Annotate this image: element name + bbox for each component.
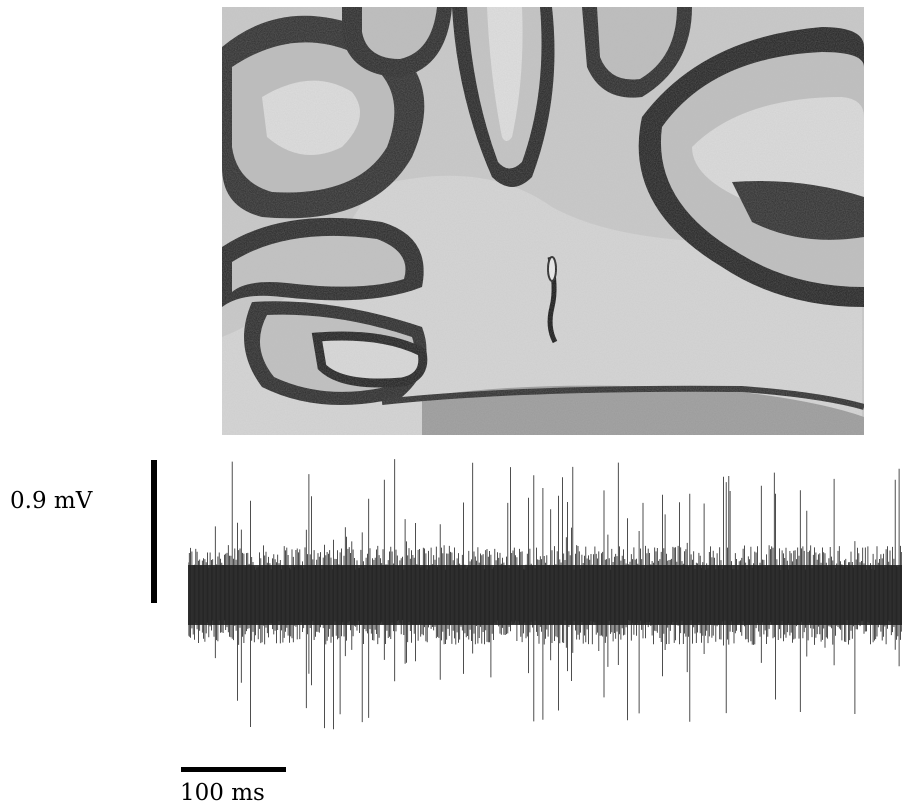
neural-recording-trace bbox=[188, 459, 902, 730]
time-scale-label: 100 ms bbox=[180, 780, 265, 806]
trace-spikes bbox=[188, 459, 902, 730]
cerebellum-histology-image bbox=[222, 7, 864, 435]
spike-lines bbox=[188, 459, 902, 730]
voltage-scale-bar bbox=[151, 460, 157, 603]
time-scale-bar bbox=[181, 767, 286, 772]
voltage-scale-label: 0.9 mV bbox=[10, 488, 93, 514]
